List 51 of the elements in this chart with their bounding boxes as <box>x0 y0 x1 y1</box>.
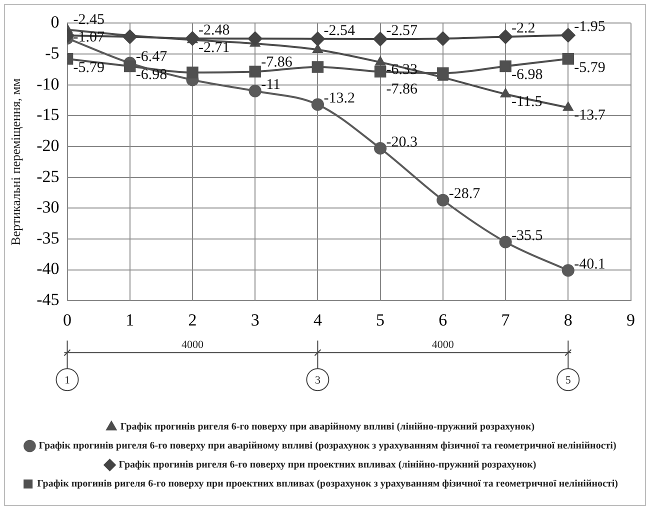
data-label: -1.95 <box>574 19 606 36</box>
x-tick-label: 2 <box>188 310 197 330</box>
y-tick-label: -35 <box>36 228 60 248</box>
x-tick-label: 6 <box>438 310 448 330</box>
annotation: 5 <box>565 374 572 386</box>
data-label: -11 <box>261 76 281 93</box>
y-tick-label: -15 <box>36 105 60 124</box>
x-tick-label: 4 <box>313 310 322 330</box>
y-tick-label: -30 <box>36 198 60 217</box>
y-tick-label: -5 <box>45 43 60 62</box>
y-axis-title: Вертикальні переміщення, мм <box>8 78 24 246</box>
annotation: 1 <box>64 374 70 386</box>
y-tick-label: -10 <box>36 74 60 94</box>
annotation: 3 <box>314 374 321 386</box>
data-label: -2.48 <box>198 22 230 38</box>
data-label: -7.86 <box>261 54 293 71</box>
x-tick-label: 1 <box>126 310 134 330</box>
data-label: -40.1 <box>574 256 606 272</box>
data-label: -2.57 <box>386 22 418 39</box>
data-label: -2.45 <box>73 12 105 28</box>
data-label: -2.71 <box>198 40 230 56</box>
y-tick-label: -45 <box>36 290 60 310</box>
x-tick-label: 7 <box>501 310 510 330</box>
x-tick-label: 3 <box>250 310 260 330</box>
data-label: -5.79 <box>574 60 606 76</box>
x-tick-label: 9 <box>626 310 635 330</box>
legend-label: Графік прогинів ригеля 6-го поверху при аварійному впливі (розрахунок з урахуванням фізичної та геометричної нелінійності) <box>38 440 616 452</box>
legend-label: Графік прогинів ригеля 6-го поверху при проектних впливах (лінійно-пружний розрахунок) <box>118 460 536 471</box>
data-label: -6.98 <box>136 67 168 84</box>
data-label: -2.54 <box>324 22 356 39</box>
data-label: -6.98 <box>512 67 543 84</box>
x-tick-label: 5 <box>376 310 385 330</box>
data-label: -5.79 <box>73 60 105 76</box>
data-label: -13.2 <box>324 90 355 107</box>
x-tick-label: 0 <box>63 310 72 330</box>
text: 4000 <box>432 338 454 351</box>
data-label: -7.86 <box>386 82 418 98</box>
legend-label: Графік прогинів ригеля 6-го поверху при проектних впливах (розрахунок з урахуванням фізичної та геометричної нелінійності) <box>37 478 618 490</box>
y-tick-label: 0 <box>50 12 60 32</box>
data-label: -2.2 <box>512 20 536 37</box>
y-tick-label: -25 <box>36 166 60 186</box>
y-tick-label: -20 <box>36 136 60 155</box>
data-label: -28.7 <box>448 186 481 202</box>
text: 4000 <box>181 338 204 351</box>
legend-label: Графік прогинів ригеля 6-го поверху при аварійному впливі (лінійно-пружний розрахунок) <box>120 422 535 433</box>
y-tick-label: -40 <box>36 259 60 278</box>
data-label: -13.7 <box>574 108 606 124</box>
data-label: -35.5 <box>512 228 543 244</box>
data-label: -20.3 <box>386 134 418 150</box>
x-tick-label: 8 <box>564 310 572 330</box>
data-label: -6.47 <box>136 49 168 66</box>
